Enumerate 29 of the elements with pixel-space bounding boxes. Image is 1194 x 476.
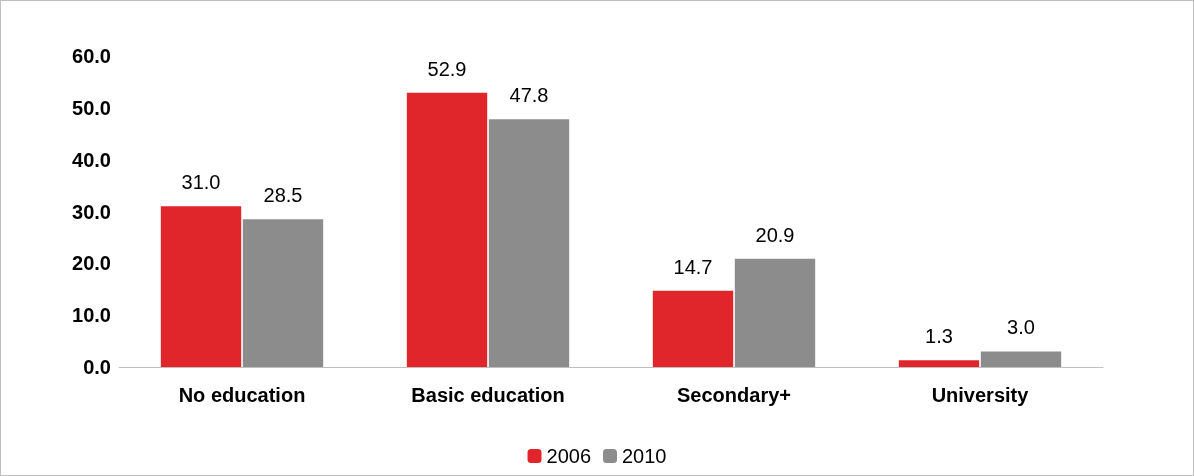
bar [488, 119, 570, 367]
legend-label: 2006 [546, 445, 592, 467]
x-tick-label: University [931, 384, 1030, 406]
y-tick-label: 50.0 [72, 96, 111, 119]
y-tick-label: 60.0 [72, 45, 111, 67]
data-label: 47.8 [509, 84, 549, 107]
y-tick-label: 40.0 [72, 148, 111, 171]
bar [242, 219, 324, 367]
bar [652, 290, 734, 367]
bar [734, 258, 816, 367]
y-tick-label: 0.0 [83, 356, 111, 378]
legend-label: 2010 [622, 445, 667, 467]
data-label: 28.5 [263, 184, 303, 207]
bar [898, 360, 980, 367]
x-tick-label: No education [178, 384, 306, 406]
x-tick-label: Basic education [411, 384, 565, 406]
data-label: 14.7 [673, 255, 713, 278]
x-tick-label: Secondary+ [677, 384, 791, 406]
bar [980, 351, 1062, 367]
bar [406, 92, 488, 367]
y-tick-label: 30.0 [72, 200, 111, 223]
data-label: 20.9 [755, 223, 795, 246]
data-label: 52.9 [427, 57, 467, 80]
data-label: 3.0 [1007, 316, 1035, 339]
bar [160, 206, 242, 367]
y-tick-label: 20.0 [72, 252, 111, 275]
data-label: 31.0 [181, 171, 221, 194]
data-label: 1.3 [925, 325, 953, 348]
y-tick-label: 10.0 [72, 304, 111, 327]
